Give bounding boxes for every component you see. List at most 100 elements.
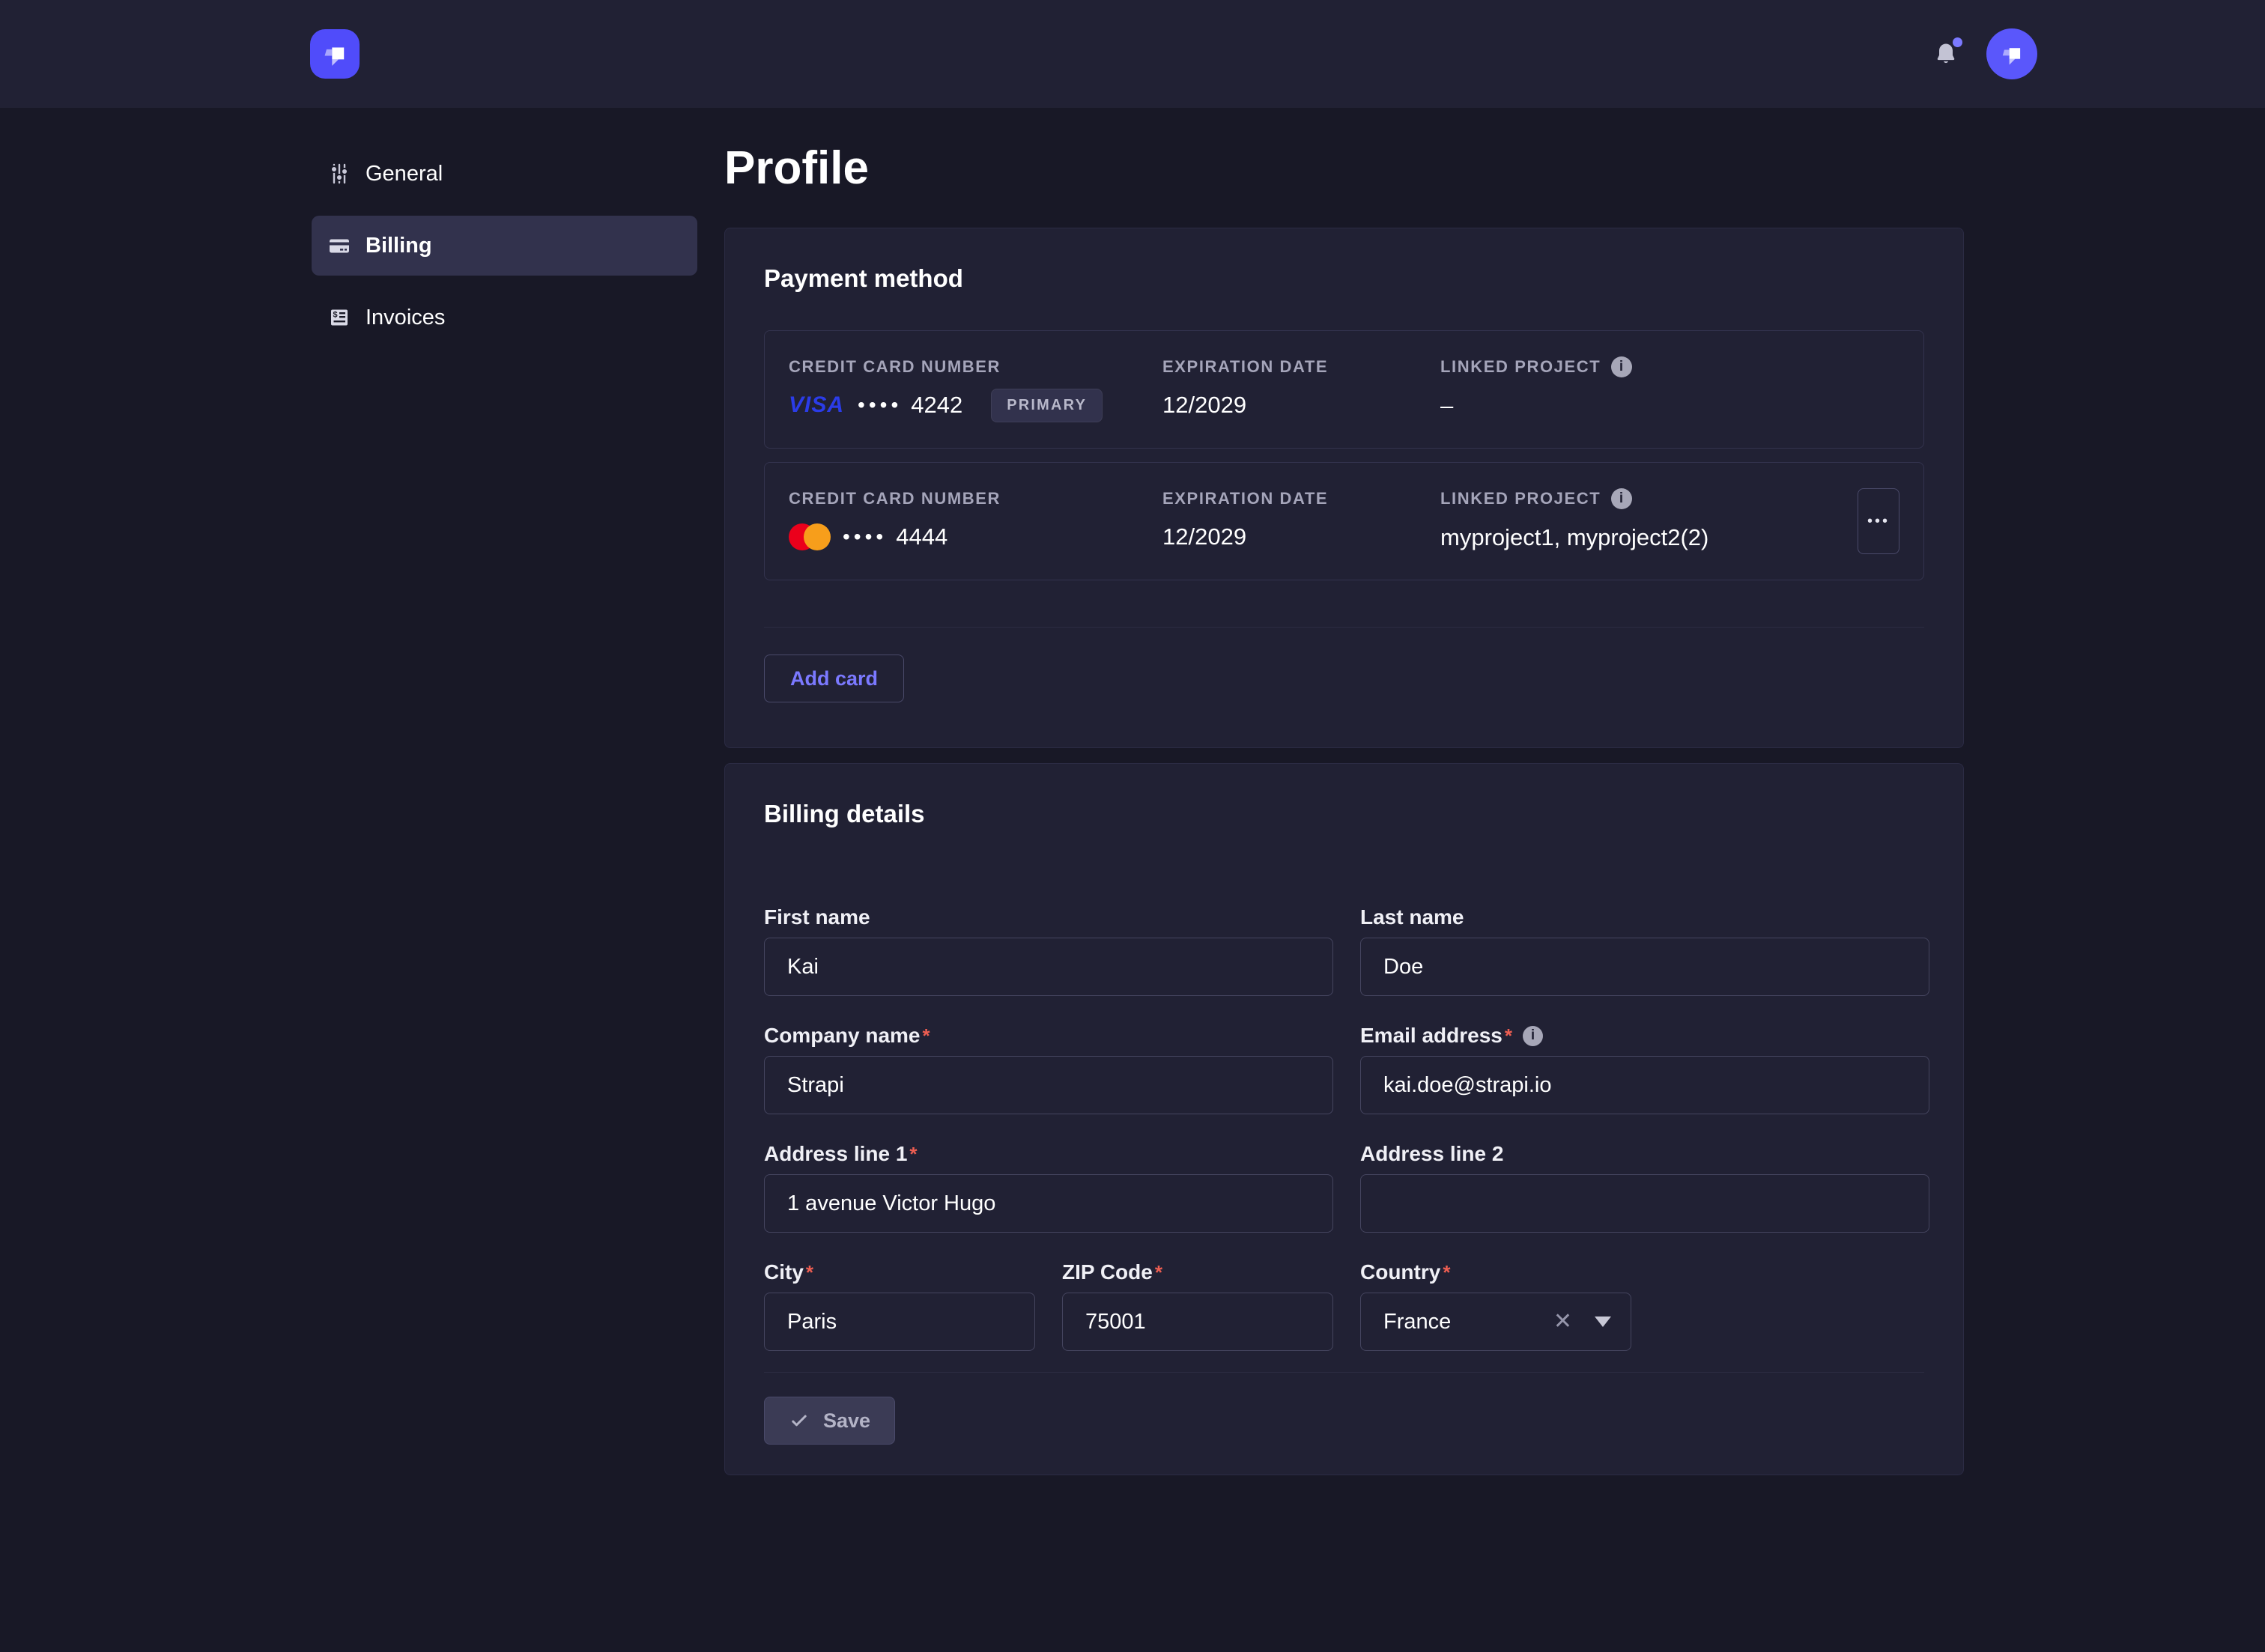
sidebar-item-invoices[interactable]: $ Invoices: [312, 288, 697, 347]
svg-text:$: $: [333, 311, 338, 320]
required-asterisk: *: [1154, 1261, 1162, 1284]
app-header: [0, 0, 2265, 108]
credit-card-number-label: CREDIT CARD NUMBER: [789, 356, 1001, 376]
linked-project-label-text: LINKED PROJECT: [1440, 357, 1601, 376]
label-text: First name: [764, 905, 870, 929]
strapi-logo-glyph: [324, 47, 345, 66]
card-row-visa: CREDIT CARD NUMBER VISA •••• 4242 PRIMAR…: [764, 330, 1924, 449]
first-name-label: First name: [764, 905, 1333, 930]
linked-project-value: –: [1440, 392, 1454, 419]
address-line1-field: Address line 1 *: [764, 1141, 1333, 1233]
email-address-label: Email address * i: [1360, 1023, 1929, 1048]
save-button[interactable]: Save: [764, 1397, 896, 1445]
check-icon: [792, 1415, 807, 1427]
zip-code-label: ZIP Code *: [1062, 1260, 1333, 1285]
label-text: Country: [1360, 1260, 1441, 1284]
invoice-icon: $: [331, 309, 348, 326]
billing-details-panel: Billing details First name Last name: [724, 763, 1964, 1475]
sidebar-item-label: Billing: [366, 233, 432, 258]
address-line2-field: Address line 2: [1360, 1141, 1929, 1233]
notification-dot: [1953, 37, 1962, 47]
zip-code-input[interactable]: [1062, 1293, 1333, 1351]
divider: [764, 627, 1924, 628]
email-address-field: Email address * i: [1360, 1023, 1929, 1114]
user-avatar[interactable]: [1986, 28, 2037, 79]
label-text: Email address: [1360, 1024, 1503, 1047]
address-line1-input[interactable]: [764, 1174, 1333, 1233]
settings-sidebar: General Billing $ Invoices: [312, 144, 697, 1475]
city-label: City *: [764, 1260, 1035, 1285]
required-asterisk: *: [1504, 1024, 1512, 1047]
notifications-bell-icon[interactable]: [1931, 37, 1962, 69]
info-icon[interactable]: i: [1523, 1025, 1543, 1046]
city-input[interactable]: [764, 1293, 1035, 1351]
add-card-button[interactable]: Add card: [764, 655, 905, 702]
save-button-label: Save: [823, 1409, 871, 1432]
card-actions-menu-button[interactable]: •••: [1858, 488, 1899, 554]
page-title: Profile: [724, 142, 869, 194]
credit-card-icon: [330, 239, 349, 253]
info-icon[interactable]: i: [1611, 488, 1633, 509]
sidebar-item-label: General: [366, 161, 443, 186]
linked-project-label: LINKED PROJECT i: [1440, 356, 1899, 377]
last-name-field: Last name: [1360, 905, 1929, 996]
mixer-icon: [330, 163, 348, 184]
label-text: City: [764, 1260, 804, 1284]
billing-details-heading: Billing details: [764, 800, 925, 827]
avatar-logo-glyph: [2002, 48, 2021, 65]
expiration-date-value: 12/2029: [1162, 392, 1247, 418]
required-asterisk: *: [1443, 1261, 1451, 1284]
mastercard-icon: [789, 523, 832, 550]
label-text: Last name: [1360, 905, 1464, 929]
card-row-mastercard: CREDIT CARD NUMBER •••• 4444 EXPIRATION …: [764, 462, 1924, 580]
linked-project-value: myproject1, myproject2(2): [1440, 524, 1709, 550]
first-name-input[interactable]: [764, 938, 1333, 996]
bell-icon: [1937, 43, 1955, 64]
company-name-label: Company name *: [764, 1023, 1333, 1048]
address-line1-label: Address line 1 *: [764, 1141, 1333, 1167]
email-address-input[interactable]: [1360, 1056, 1929, 1114]
required-asterisk: *: [909, 1143, 918, 1165]
expiration-date-value: 12/2029: [1162, 523, 1247, 550]
primary-badge: PRIMARY: [991, 388, 1103, 422]
city-field: City *: [764, 1260, 1035, 1351]
masked-digits: ••••: [858, 393, 903, 416]
credit-card-number-label: CREDIT CARD NUMBER: [789, 489, 1001, 508]
clear-icon[interactable]: ✕: [1553, 1309, 1572, 1334]
sidebar-item-billing[interactable]: Billing: [312, 216, 697, 276]
last-name-input[interactable]: [1360, 938, 1929, 996]
divider: [764, 1372, 1924, 1373]
zip-code-field: ZIP Code *: [1062, 1260, 1333, 1351]
country-value: France: [1383, 1309, 1452, 1334]
info-icon[interactable]: i: [1611, 356, 1633, 377]
address-line2-input[interactable]: [1360, 1174, 1929, 1233]
linked-project-label-text: LINKED PROJECT: [1440, 489, 1601, 508]
label-text: Address line 2: [1360, 1142, 1504, 1165]
required-asterisk: *: [805, 1261, 814, 1284]
country-field: Country * France ✕: [1360, 1260, 1631, 1351]
strapi-logo: [310, 29, 360, 79]
chevron-down-icon[interactable]: [1595, 1317, 1611, 1327]
linked-project-label: LINKED PROJECT i: [1440, 488, 1858, 509]
address-line2-label: Address line 2: [1360, 1141, 1929, 1167]
payment-method-heading: Payment method: [764, 264, 963, 292]
label-text: Address line 1: [764, 1142, 908, 1165]
card-last4: 4242: [911, 392, 963, 418]
company-name-field: Company name *: [764, 1023, 1333, 1114]
country-combobox[interactable]: France ✕: [1360, 1293, 1631, 1351]
required-asterisk: *: [922, 1024, 930, 1047]
country-label: Country *: [1360, 1260, 1631, 1285]
company-name-input[interactable]: [764, 1056, 1333, 1114]
sidebar-item-label: Invoices: [366, 305, 446, 330]
payment-method-panel: Payment method CREDIT CARD NUMBER VISA •…: [724, 228, 1964, 748]
sidebar-item-general[interactable]: General: [312, 144, 697, 204]
last-name-label: Last name: [1360, 905, 1929, 930]
first-name-field: First name: [764, 905, 1333, 996]
label-text: Company name: [764, 1024, 921, 1047]
visa-logo: VISA: [789, 392, 845, 417]
expiration-date-label: EXPIRATION DATE: [1162, 357, 1329, 376]
masked-digits: ••••: [843, 525, 888, 548]
card-last4: 4444: [896, 523, 948, 550]
expiration-date-label: EXPIRATION DATE: [1162, 489, 1329, 508]
label-text: ZIP Code: [1062, 1260, 1153, 1284]
